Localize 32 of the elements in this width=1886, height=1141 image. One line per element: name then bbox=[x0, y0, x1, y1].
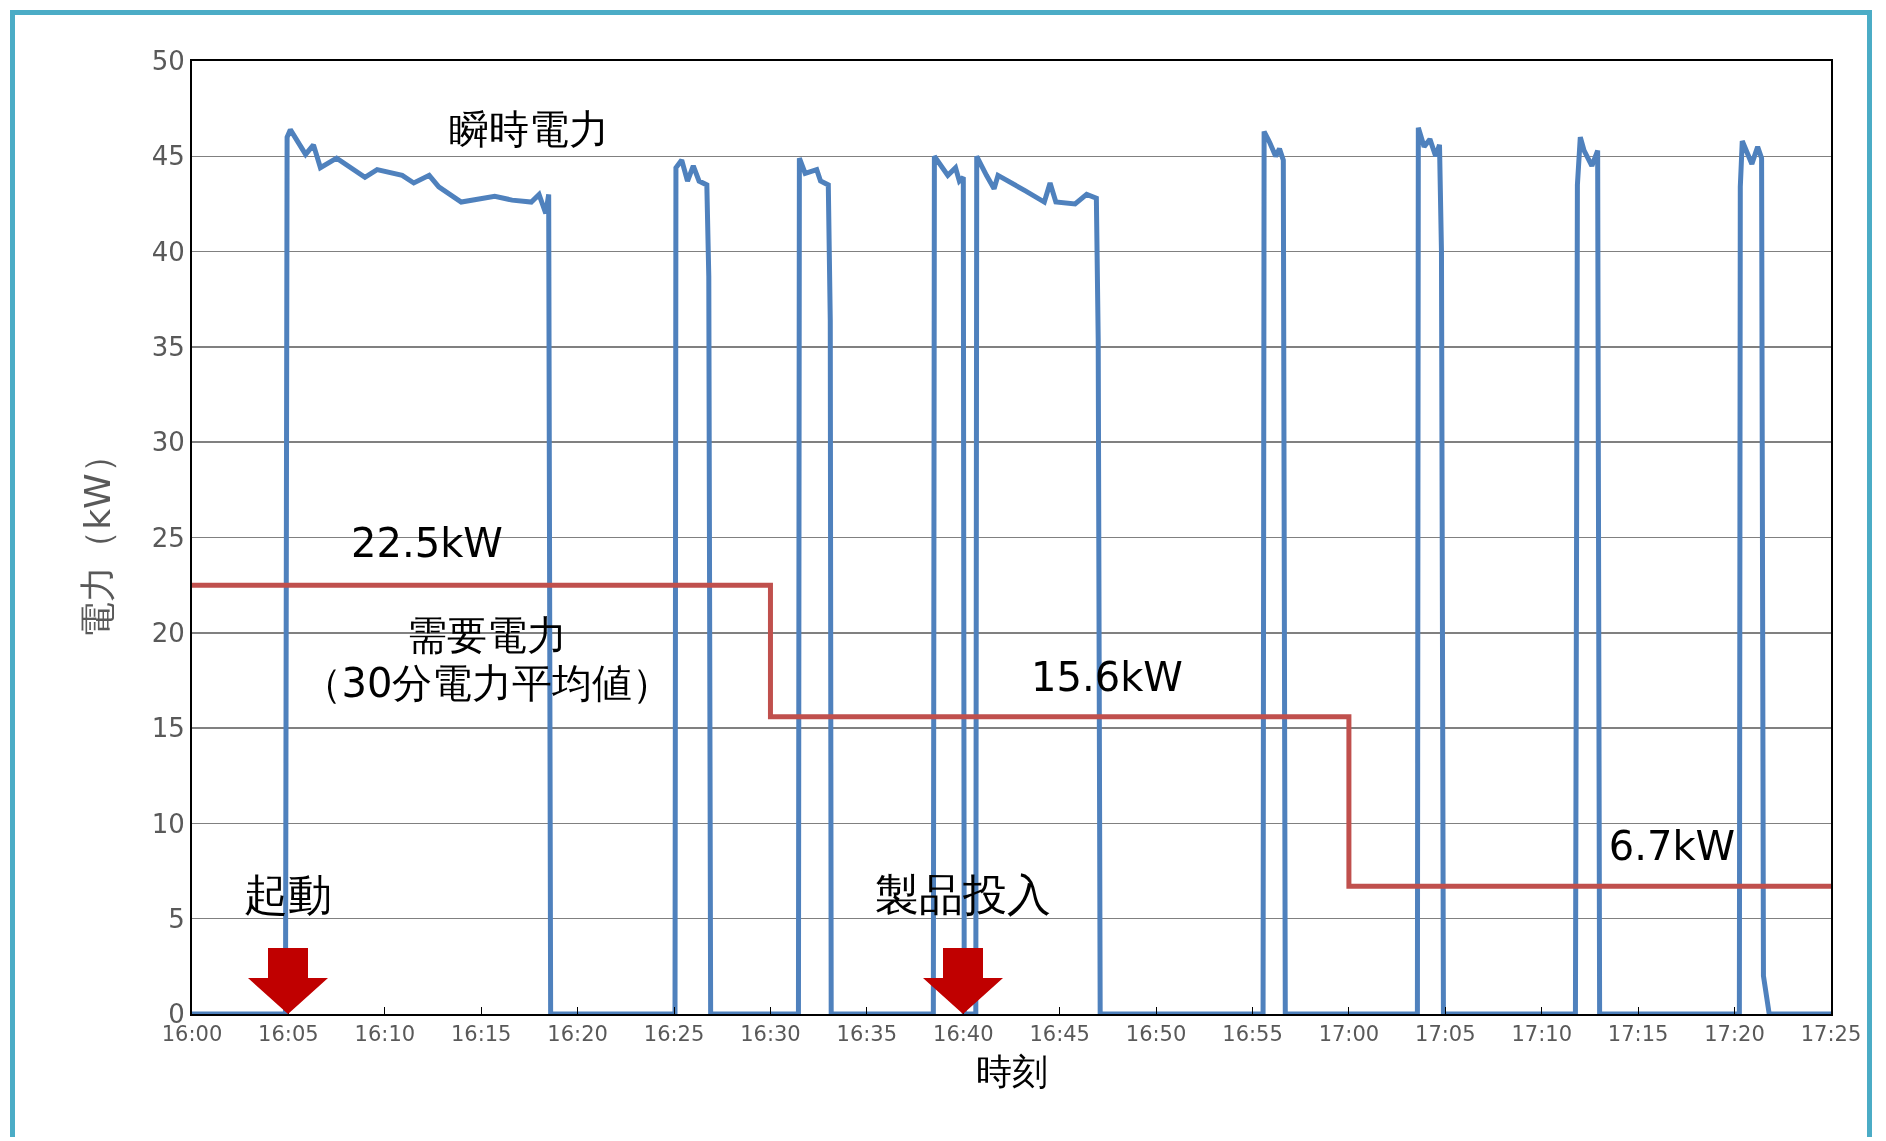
y-tick-label: 50 bbox=[151, 46, 185, 77]
x-tick-label: 17:15 bbox=[1607, 1022, 1669, 1047]
x-tick-label: 16:20 bbox=[547, 1022, 608, 1047]
y-axis-title: 電力（kW） bbox=[77, 437, 119, 638]
y-tick-label: 45 bbox=[151, 141, 185, 172]
annotation: 瞬時電力 bbox=[448, 105, 610, 153]
x-tick-label: 16:40 bbox=[933, 1022, 994, 1047]
x-tick-label: 16:55 bbox=[1222, 1022, 1283, 1047]
y-tick-label: 5 bbox=[168, 903, 185, 934]
x-tick-label: 17:00 bbox=[1318, 1022, 1380, 1047]
x-tick-label: 16:25 bbox=[643, 1022, 705, 1047]
x-tick-label: 17:20 bbox=[1704, 1022, 1765, 1047]
y-tick-label: 25 bbox=[151, 522, 185, 553]
x-tick-label: 16:30 bbox=[740, 1022, 801, 1047]
x-tick-label: 17:05 bbox=[1415, 1022, 1476, 1047]
x-tick-label: 17:10 bbox=[1511, 1022, 1573, 1047]
x-tick-label: 16:15 bbox=[450, 1022, 512, 1047]
y-tick-label: 35 bbox=[151, 332, 185, 362]
annotation: 22.5kW bbox=[350, 519, 504, 567]
x-tick-label: 16:45 bbox=[1029, 1022, 1090, 1047]
x-tick-label: 16:50 bbox=[1125, 1022, 1187, 1047]
y-tick-label: 30 bbox=[151, 427, 185, 458]
x-tick-label: 16:10 bbox=[354, 1022, 416, 1047]
y-tick-label: 40 bbox=[151, 236, 185, 267]
x-tick-label: 17:25 bbox=[1800, 1022, 1862, 1047]
y-tick-label: 10 bbox=[151, 808, 185, 839]
y-tick-label: 20 bbox=[151, 617, 185, 648]
annotation: 6.7kW bbox=[1607, 822, 1737, 870]
x-tick-label: 16:35 bbox=[836, 1022, 898, 1047]
y-tick-label: 15 bbox=[151, 713, 185, 744]
x-tick-label: 16:05 bbox=[258, 1022, 319, 1047]
x-axis-title: 時刻 bbox=[975, 1051, 1048, 1093]
